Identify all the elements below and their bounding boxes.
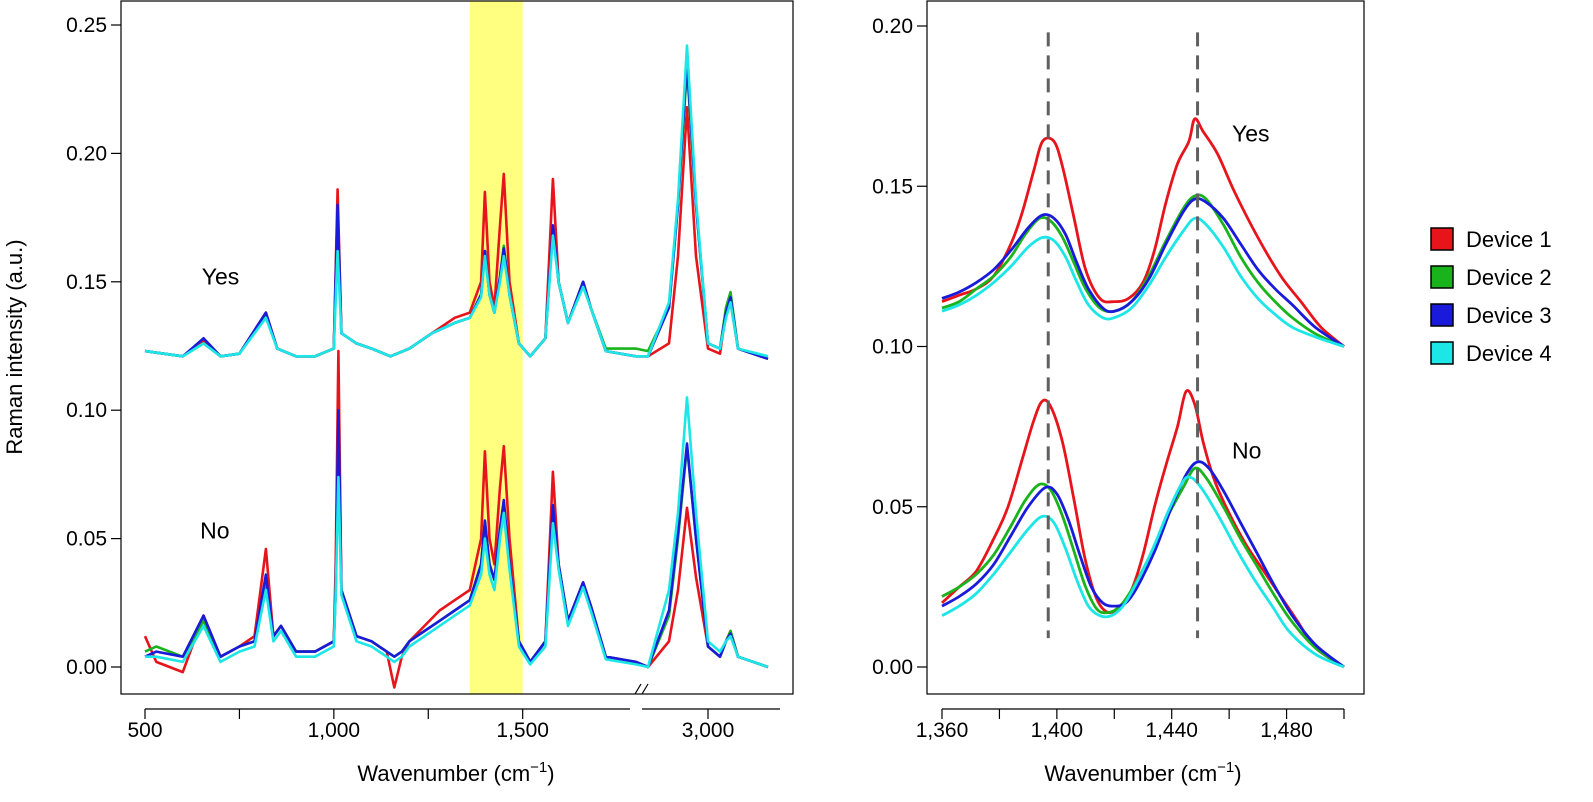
x-tick-label: 1,480: [1260, 719, 1313, 742]
y-tick-label: 0.20: [66, 142, 107, 165]
series-line-device-3-yes: [941, 197, 1345, 348]
legend-label-device-4: Device 4: [1466, 341, 1552, 366]
legend-label-device-2: Device 2: [1466, 265, 1552, 290]
series-line-device-3-yes: [144, 59, 769, 361]
annotation-yes: Yes: [202, 263, 240, 289]
series-line-device-4-yes: [941, 216, 1345, 348]
left-series-group: [143, 44, 769, 689]
x-tick-label: 3,000: [682, 719, 735, 742]
left-plot-frame: [120, 0, 794, 695]
legend-swatch-device-3: [1430, 303, 1454, 327]
left-annotations: Yes No: [200, 263, 239, 543]
y-tick-label: 0.25: [66, 14, 107, 37]
legend-swatch-device-1: [1430, 227, 1454, 251]
right-plot-frame: [926, 0, 1365, 695]
y-tick-label: 0.05: [872, 496, 913, 519]
axis-break-marker: //: [634, 683, 649, 695]
right-series-group: [941, 117, 1345, 669]
axis-break-slash: [634, 683, 642, 695]
y-tick-label: 0.15: [872, 175, 913, 198]
x-tick-label: 1,440: [1145, 719, 1198, 742]
series-line-device-3-no: [144, 408, 769, 669]
right-annotations: Yes No: [1232, 120, 1270, 463]
legend-swatch-device-4: [1430, 341, 1454, 365]
x-tick-label: 1,000: [308, 719, 361, 742]
axis-break-slash: [641, 683, 649, 695]
y-tick-label: 0.05: [66, 528, 107, 551]
left-y-axis: 0.00 0.05 0.10 0.15 0.20 0.25: [66, 14, 121, 679]
legend-swatch-device-2: [1430, 265, 1454, 289]
right-x-axis-title: Wavenumber (cm−1): [1044, 759, 1241, 786]
series-line-device-1-no: [143, 349, 769, 689]
annotation-no: No: [1232, 438, 1261, 464]
series-line-device-4-no: [145, 396, 769, 669]
legend-label-device-3: Device 3: [1466, 303, 1552, 328]
annotation-yes: Yes: [1232, 120, 1270, 146]
right-y-axis: 0.00 0.05 0.10 0.15 0.20: [872, 15, 927, 679]
x-tick-label: 1,360: [916, 719, 969, 742]
right-dashed-lines: [1046, 32, 1200, 639]
y-tick-label: 0.10: [66, 399, 107, 422]
legend-label-device-1: Device 1: [1466, 227, 1552, 252]
y-tick-label: 0.10: [872, 336, 913, 359]
annotation-no: No: [200, 518, 229, 544]
legend: Device 1 Device 2 Device 3 Device 4: [1430, 227, 1552, 366]
left-y-axis-title: Raman intensity (a.u.): [2, 239, 27, 454]
y-tick-label: 0.15: [66, 271, 107, 294]
series-line-device-2-yes: [144, 67, 769, 361]
left-panel: 0.00 0.05 0.10 0.15 0.20 0.25 500 1,000 1,500 3,…: [2, 0, 794, 786]
series-line-device-4-yes: [144, 44, 769, 358]
y-tick-label: 0.20: [872, 15, 913, 38]
series-line-device-2-yes: [941, 193, 1345, 348]
left-x-axis: 500 1,000 1,500 3,000: [127, 708, 780, 742]
x-tick-label: 1,400: [1031, 719, 1084, 742]
x-tick-label: 500: [127, 719, 162, 742]
right-panel: 0.00 0.05 0.10 0.15 0.20 1,360 1,400 1,440 1,48…: [872, 0, 1365, 786]
left-x-axis-title: Wavenumber (cm−1): [357, 759, 554, 786]
y-tick-label: 0.00: [872, 656, 913, 679]
series-line-device-4-no: [941, 475, 1345, 669]
y-tick-label: 0.00: [66, 656, 107, 679]
right-x-axis: 1,360 1,400 1,440 1,480: [916, 708, 1345, 742]
x-tick-label: 1,500: [496, 719, 549, 742]
series-line-device-1-yes: [941, 117, 1345, 348]
